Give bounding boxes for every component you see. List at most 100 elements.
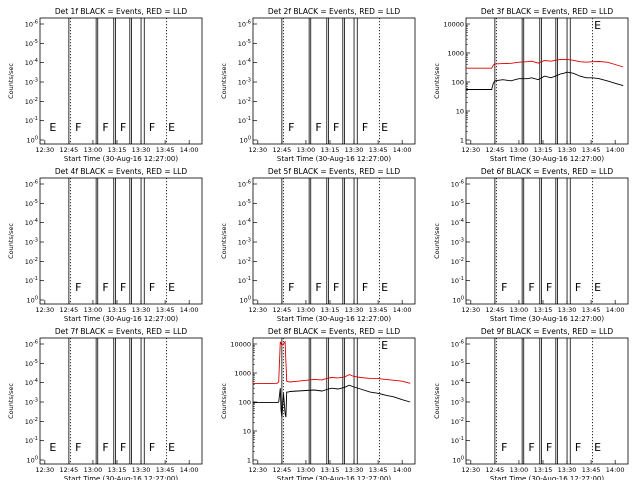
x-tick-label: 12:45 — [486, 466, 505, 474]
state-label: F — [75, 441, 81, 454]
x-tick-label: 13:30 — [558, 306, 577, 314]
panel-title: Det 2f BLACK = Events, RED = LLD — [268, 7, 401, 16]
x-tick-label: 13:15 — [534, 146, 553, 154]
plot-frame — [39, 337, 203, 465]
y-axis-label: Counts/sec — [433, 223, 441, 259]
panel-title: Det 9f BLACK = Events, RED = LLD — [481, 327, 614, 336]
x-tick-label: 14:00 — [180, 146, 199, 154]
y-tick-label: 10-1 — [451, 436, 464, 445]
panel-title: Det 1f BLACK = Events, RED = LLD — [55, 7, 188, 16]
y-tick-label: 10-2 — [238, 97, 251, 106]
y-tick-label: 100 — [27, 456, 38, 465]
x-tick-label: 12:30 — [248, 466, 267, 474]
state-label: F — [75, 281, 81, 294]
plot-frame — [39, 17, 203, 145]
detector-panel-8: Det 8f BLACK = Events, RED = LLD 1 10 100 10… — [220, 327, 416, 480]
x-tick-label: 14:00 — [180, 466, 199, 474]
x-axis-label: Start Time (30-Aug-16 12:27:00) — [64, 155, 178, 163]
x-tick-label: 13:45 — [369, 146, 388, 154]
plot-frame — [252, 177, 416, 305]
y-tick-label: 10-1 — [238, 116, 251, 125]
state-label: F — [102, 121, 108, 134]
state-label: F — [333, 121, 339, 134]
state-label: F — [288, 121, 294, 134]
y-tick-label: 10-2 — [238, 257, 251, 266]
y-tick-label: 10-5 — [25, 39, 38, 48]
plot-frame — [465, 17, 629, 145]
x-axis-label: Start Time (30-Aug-16 12:27:00) — [64, 475, 178, 480]
state-label: F — [501, 441, 507, 454]
events-series-line — [253, 384, 411, 418]
detector-panel-6: Det 6f BLACK = Events, RED = LLD 100 10-1 1… — [433, 167, 629, 323]
y-tick-label: 100 — [240, 296, 251, 305]
detector-panel-7: Det 7f BLACK = Events, RED = LLD 100 10-1 1… — [7, 327, 203, 480]
y-axis-label: Counts/sec — [7, 63, 15, 99]
state-label: F — [528, 441, 534, 454]
y-tick-label: 100 — [453, 296, 464, 305]
y-tick-label: 10-4 — [238, 218, 251, 227]
state-label: E — [594, 281, 601, 294]
state-label: F — [149, 121, 155, 134]
events-series-line — [466, 71, 624, 90]
state-label: F — [546, 281, 552, 294]
state-label: F — [575, 441, 581, 454]
y-axis-label: Counts/sec — [220, 63, 228, 99]
x-tick-label: 13:45 — [156, 146, 175, 154]
x-tick-label: 14:00 — [180, 306, 199, 314]
x-tick-label: 13:00 — [84, 146, 103, 154]
y-tick-label: 10-4 — [25, 378, 38, 387]
state-label: F — [315, 281, 321, 294]
y-tick-label: 10000 — [443, 21, 464, 29]
x-tick-label: 13:45 — [156, 466, 175, 474]
state-label: F — [362, 281, 368, 294]
state-label: F — [120, 121, 126, 134]
detector-panel-2: Det 2f BLACK = Events, RED = LLD 100 10-1 1… — [220, 7, 416, 163]
x-tick-label: 13:45 — [369, 466, 388, 474]
y-tick-label: 10000 — [230, 341, 251, 349]
y-tick-label: 10-1 — [238, 276, 251, 285]
x-tick-label: 14:00 — [606, 146, 625, 154]
x-tick-label: 12:30 — [248, 146, 267, 154]
lld-series-line — [466, 58, 624, 69]
x-tick-label: 13:45 — [156, 306, 175, 314]
y-tick-label: 10-6 — [451, 180, 464, 189]
y-tick-label: 100 — [239, 399, 251, 407]
y-tick-label: 10-3 — [238, 78, 251, 87]
x-tick-label: 13:15 — [321, 146, 340, 154]
y-axis-label: Counts/sec — [220, 383, 228, 419]
y-tick-label: 10-3 — [25, 78, 38, 87]
state-label: F — [75, 121, 81, 134]
x-tick-label: 13:15 — [108, 306, 127, 314]
x-tick-label: 13:15 — [321, 306, 340, 314]
x-tick-label: 12:45 — [486, 146, 505, 154]
y-tick-label: 10-4 — [25, 218, 38, 227]
x-tick-label: 13:00 — [510, 146, 529, 154]
x-tick-label: 12:30 — [461, 306, 480, 314]
x-tick-label: 13:15 — [534, 466, 553, 474]
x-tick-label: 12:45 — [60, 146, 79, 154]
y-tick-label: 100 — [453, 456, 464, 465]
x-tick-label: 13:15 — [108, 466, 127, 474]
x-tick-label: 13:15 — [534, 306, 553, 314]
x-tick-label: 14:00 — [393, 306, 412, 314]
y-axis-label: Counts/sec — [433, 383, 441, 419]
lld-series-line — [253, 340, 411, 385]
x-tick-label: 12:45 — [273, 146, 292, 154]
plot-frame — [465, 177, 629, 305]
state-label: F — [149, 281, 155, 294]
x-tick-label: 12:45 — [273, 306, 292, 314]
state-label: E — [49, 441, 56, 454]
y-tick-label: 10 — [243, 428, 251, 436]
state-label: F — [120, 441, 126, 454]
x-tick-label: 13:30 — [132, 306, 151, 314]
y-axis-label: Counts/sec — [433, 63, 441, 99]
y-tick-label: 1 — [460, 137, 464, 145]
y-tick-label: 10-6 — [238, 180, 251, 189]
state-label: E — [49, 121, 56, 134]
x-tick-label: 12:30 — [461, 146, 480, 154]
x-tick-label: 12:45 — [486, 306, 505, 314]
detector-panel-9: Det 9f BLACK = Events, RED = LLD 100 10-1 1… — [433, 327, 629, 480]
state-label: E — [381, 339, 388, 352]
x-axis-label: Start Time (30-Aug-16 12:27:00) — [490, 155, 604, 163]
